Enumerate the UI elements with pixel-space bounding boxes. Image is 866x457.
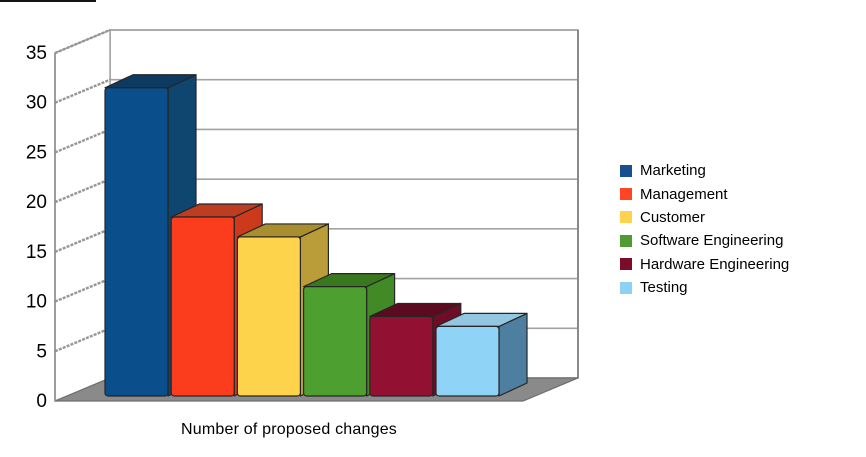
bar-testing[interactable] bbox=[435, 312, 528, 397]
y-tick-label-10: 10 bbox=[26, 292, 47, 313]
screen-edge-artifact bbox=[0, 0, 96, 2]
x-axis-title: Number of proposed changes bbox=[181, 421, 397, 438]
chart-legend: Marketing Management Customer Software Engi… bbox=[620, 159, 789, 299]
gridline-side-25 bbox=[54, 128, 111, 154]
y-tick-label-35: 35 bbox=[26, 43, 47, 64]
legend-swatch-marketing bbox=[620, 164, 632, 177]
legend-label: Hardware Engineering bbox=[640, 255, 790, 273]
bar-front-face bbox=[303, 286, 368, 397]
bar-front-face bbox=[435, 325, 500, 397]
legend-label: Testing bbox=[640, 279, 688, 297]
bar-front-face bbox=[170, 216, 235, 397]
legend-item-software-engineering[interactable]: Software Engineering bbox=[620, 229, 789, 252]
y-tick-label-5: 5 bbox=[36, 341, 47, 362]
legend-item-management[interactable]: Management bbox=[620, 182, 789, 205]
side-wall bbox=[54, 29, 111, 402]
legend-label: Management bbox=[640, 185, 728, 203]
y-tick-label-20: 20 bbox=[26, 192, 47, 213]
bar-front-face bbox=[104, 87, 169, 397]
legend-item-customer[interactable]: Customer bbox=[620, 206, 789, 229]
gridline-side-20 bbox=[54, 178, 111, 204]
legend-swatch-hardware-engineering bbox=[620, 258, 632, 271]
gridline-side-35 bbox=[54, 28, 111, 55]
gridline-side-5 bbox=[54, 327, 111, 353]
gridline-side-30 bbox=[54, 78, 111, 104]
gridline-side-15 bbox=[54, 227, 111, 253]
bar-front-face bbox=[236, 236, 301, 397]
legend-swatch-testing bbox=[620, 281, 632, 294]
legend-swatch-customer bbox=[620, 211, 632, 224]
legend-label: Marketing bbox=[640, 162, 706, 180]
legend-label: Software Engineering bbox=[640, 232, 784, 250]
y-tick-label-15: 15 bbox=[26, 242, 47, 263]
y-tick-label-25: 25 bbox=[26, 142, 47, 163]
legend-item-testing[interactable]: Testing bbox=[620, 276, 789, 299]
legend-label: Customer bbox=[640, 208, 706, 226]
gridline-side-10 bbox=[54, 277, 111, 303]
bar-front-face bbox=[369, 315, 434, 397]
legend-swatch-management bbox=[620, 188, 632, 201]
bar-side-face bbox=[498, 312, 528, 397]
y-tick-label-30: 30 bbox=[26, 93, 47, 114]
legend-swatch-software-engineering bbox=[620, 234, 632, 247]
y-tick-label-0: 0 bbox=[36, 391, 47, 412]
legend-item-marketing[interactable]: Marketing bbox=[620, 159, 789, 182]
legend-item-hardware-engineering[interactable]: Hardware Engineering bbox=[620, 253, 789, 276]
